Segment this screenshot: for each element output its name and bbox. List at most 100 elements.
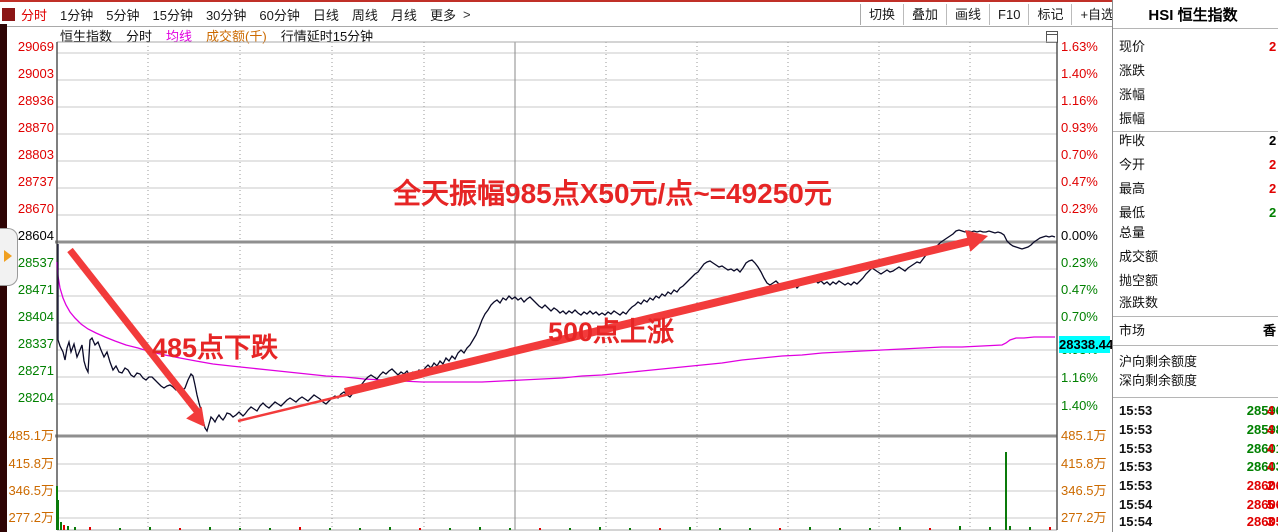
panel-divider xyxy=(1113,131,1278,132)
percent-axis-label: 0.70% xyxy=(1061,147,1098,162)
price-axis-label: 29003 xyxy=(17,66,54,81)
tick-time: 15:53 xyxy=(1119,441,1153,456)
sidebar-collapse-handle[interactable] xyxy=(0,228,18,286)
tick-price: 28598.79 xyxy=(1246,422,1278,437)
quote-label: 深向剩余额度 xyxy=(1119,373,1198,388)
tick-volume: 4 xyxy=(1267,422,1275,437)
arrow-head xyxy=(965,230,988,252)
tab-月线[interactable]: 月线 xyxy=(390,7,417,23)
price-axis-label: 28737 xyxy=(17,174,54,189)
tab-5分钟[interactable]: 5分钟 xyxy=(106,7,140,23)
percent-axis-label: 0.00% xyxy=(1061,228,1098,243)
quote-label: 抛空额 xyxy=(1119,273,1159,288)
period-toolbar: 分时 1分钟 5分钟 15分钟 30分钟 60分钟 日线 周线 月线 更多 > 切换 叠加 画线 F10… xyxy=(0,0,1167,27)
price-axis-label: 28404 xyxy=(17,309,54,324)
percent-axis-label: 1.16% xyxy=(1061,93,1098,108)
quote-row-昨收: 昨收 2 xyxy=(1119,132,1276,150)
tick-price: 28606.40 xyxy=(1246,497,1278,512)
price-axis-label: 28803 xyxy=(17,147,54,162)
ma-line-label[interactable]: 均线 xyxy=(166,28,193,44)
tick-row[interactable]: 15:54 28606.405 xyxy=(1119,496,1278,514)
quote-row-今开: 今开 2 xyxy=(1119,156,1276,174)
panel-divider xyxy=(1113,397,1278,398)
tab-分时[interactable]: 分时 xyxy=(21,7,48,23)
annotation-day-range: 全天振幅985点X50元/点~=49250元 xyxy=(393,178,832,209)
quote-value: 2 xyxy=(1269,157,1277,172)
tab-日线[interactable]: 日线 xyxy=(312,7,339,23)
quote-value: 香 xyxy=(1263,323,1277,338)
symbol-name: 恒生指数 xyxy=(60,28,113,44)
tick-time: 15:53 xyxy=(1119,403,1153,418)
percent-axis-label: 485.1万 xyxy=(1061,428,1107,443)
tab-15分钟[interactable]: 15分钟 xyxy=(152,7,193,23)
down-arrow xyxy=(67,247,203,418)
percent-axis-label: 0.93% xyxy=(1061,120,1098,135)
price-axis-label: 277.2万 xyxy=(8,510,54,525)
percent-axis-label: 0.23% xyxy=(1061,201,1098,216)
quote-value: 2 xyxy=(1269,39,1277,54)
panel-title: HSI 恒生指数 xyxy=(1148,7,1238,24)
quote-row-涨幅: 涨幅 xyxy=(1119,86,1145,104)
up-arrow xyxy=(344,236,976,396)
price-axis-label: 415.8万 xyxy=(8,456,54,471)
toolbar-button-F10[interactable]: F10 xyxy=(990,4,1030,25)
arrow-right-icon xyxy=(4,250,12,262)
quote-label: 今开 xyxy=(1119,157,1146,172)
quote-label: 沪向剩余额度 xyxy=(1119,354,1198,369)
tick-row[interactable]: 15:53 28606.992 xyxy=(1119,477,1278,495)
quote-label: 市场 xyxy=(1119,323,1146,338)
app-logo-icon xyxy=(2,7,15,21)
chart-mode-label[interactable]: 分时 xyxy=(126,28,153,44)
quote-row-最低: 最低 2 xyxy=(1119,204,1276,222)
tab-60分钟[interactable]: 60分钟 xyxy=(259,7,300,23)
tab-更多[interactable]: 更多 xyxy=(429,7,456,23)
tab-30分钟[interactable]: 30分钟 xyxy=(205,7,247,23)
average-price-tag: 28338.44 xyxy=(1059,336,1114,353)
percent-axis-label: 0.47% xyxy=(1061,174,1098,189)
price-axis-label: 28870 xyxy=(17,120,54,135)
chart-header: 恒生指数 分时 均线 成交额(千) 行情延时15分钟 xyxy=(60,27,373,44)
percent-axis-label: 1.40% xyxy=(1061,66,1098,81)
tab-周线[interactable]: 周线 xyxy=(351,7,378,23)
annotation-rally: 500点上涨 xyxy=(548,317,675,347)
quote-label: 涨跌数 xyxy=(1119,295,1159,310)
price-axis-label: 28936 xyxy=(17,93,54,108)
quote-label: 昨收 xyxy=(1119,133,1146,148)
tick-row[interactable]: 15:53 28598.794 xyxy=(1119,421,1278,439)
quote-label: 成交额 xyxy=(1119,249,1159,264)
average-line xyxy=(56,261,1055,383)
tick-time: 15:53 xyxy=(1119,459,1153,474)
period-tabs: 分时 1分钟 5分钟 15分钟 30分钟 60分钟 日线 周线 月线 更多 xyxy=(21,5,469,24)
price-axis-label: 346.5万 xyxy=(8,483,54,498)
turnover-label[interactable]: 成交额(千) xyxy=(206,28,267,44)
percent-axis-label: 1.40% xyxy=(1061,398,1098,413)
toolbar-button-画线[interactable]: 画线 xyxy=(947,4,991,25)
quote-label: 涨跌 xyxy=(1119,63,1146,78)
quote-row-沪向剩余额度: 沪向剩余额度 xyxy=(1119,353,1197,371)
tick-price: 28606.99 xyxy=(1246,478,1278,493)
tick-row[interactable]: 15:53 28601.614 xyxy=(1119,440,1278,458)
tick-price: 28601.61 xyxy=(1246,441,1278,456)
percent-axis-label: 1.63% xyxy=(1061,39,1098,54)
tab-1分钟[interactable]: 1分钟 xyxy=(60,7,94,23)
tick-time: 15:54 xyxy=(1119,514,1153,529)
toolbar-button-切换[interactable]: 切换 xyxy=(861,4,905,25)
tick-time: 15:54 xyxy=(1119,497,1153,512)
tick-row[interactable]: 15:53 28596.264 xyxy=(1119,402,1278,420)
annotation-drop: 485点下跌 xyxy=(152,333,279,363)
chevron-right-icon[interactable]: > xyxy=(462,6,471,22)
percent-axis-label: 346.5万 xyxy=(1061,483,1107,498)
toolbar-button-标记[interactable]: 标记 xyxy=(1029,4,1073,25)
percent-axis-label: 0.23% xyxy=(1061,255,1098,270)
percent-axis-label: 277.2万 xyxy=(1061,510,1107,525)
price-axis-label: 28204 xyxy=(17,390,54,405)
toolbar-button-叠加[interactable]: 叠加 xyxy=(904,4,948,25)
quote-label: 现价 xyxy=(1119,39,1146,54)
quote-row-成交额: 成交额 xyxy=(1119,248,1158,266)
